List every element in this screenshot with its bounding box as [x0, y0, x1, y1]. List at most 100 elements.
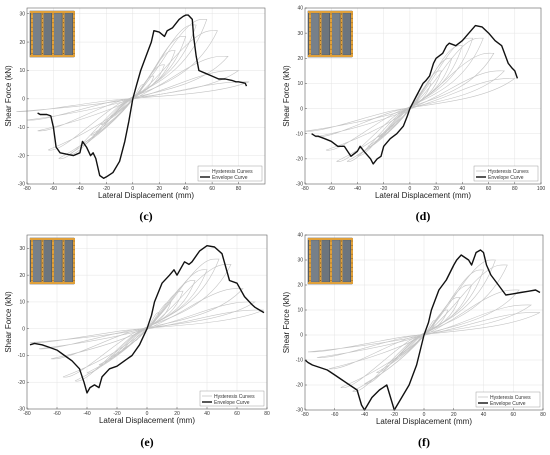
y-tick-label: -20 [18, 380, 25, 386]
specimen-fastener [341, 271, 342, 273]
specimen-thumbnail [29, 237, 75, 285]
chart-panel-c: -80 -60 -40 -20 0 20 40 60 80 -30 -20 -10 0 10 20 30 Lat… [4, 7, 266, 223]
specimen-fastener [31, 26, 33, 28]
hysteresis-curves [307, 259, 541, 392]
specimen-fastener [341, 253, 342, 255]
hysteresis-loop [37, 55, 229, 132]
specimen-fastener [320, 35, 321, 37]
legend-entry: Hysteresis Curves [212, 169, 253, 175]
specimen-bottom-plate [308, 282, 352, 284]
specimen-fastener [330, 44, 332, 46]
specimen-fastener [351, 44, 353, 46]
specimen-stud [330, 11, 332, 57]
x-tick-label: 0 [423, 412, 426, 418]
specimen-fastener [73, 244, 75, 246]
y-axis-title: Shear Force (kN) [4, 291, 13, 353]
y-tick-label: -30 [296, 182, 303, 188]
y-tick-label: 20 [297, 283, 303, 289]
specimen-fastener [309, 17, 311, 19]
x-tick-label: -40 [76, 186, 83, 192]
specimen-fastener [320, 53, 321, 55]
specimen-fastener [42, 17, 43, 19]
specimen-fastener [31, 35, 33, 37]
y-tick-label: 0 [300, 333, 303, 339]
specimen-board [63, 239, 73, 283]
specimen-stud [309, 11, 311, 57]
specimen-fastener [341, 244, 342, 246]
hysteresis-loop [29, 309, 265, 344]
specimen-board [309, 239, 320, 283]
legend-box [473, 165, 539, 182]
y-tick-label: -10 [296, 358, 303, 364]
specimen-fastener [63, 262, 64, 264]
specimen-fastener [351, 262, 353, 264]
specimen-fastener [31, 271, 33, 273]
specimen-fastener [341, 31, 342, 33]
specimen-fastener [309, 44, 311, 46]
specimen-fastener [309, 22, 311, 24]
y-tick-label: -30 [296, 408, 303, 414]
specimen-fastener [320, 240, 321, 242]
x-tick-label: -60 [331, 412, 338, 418]
specimen-fastener [31, 44, 33, 46]
specimen-fastener [73, 22, 75, 24]
specimen-board [341, 12, 351, 56]
specimen-board [320, 12, 330, 56]
specimen-fastener [341, 48, 342, 50]
specimen-fastener [73, 31, 75, 33]
specimen-fastener [31, 280, 33, 282]
x-tick-label: 40 [481, 412, 487, 418]
specimen-fastener [42, 53, 43, 55]
specimen-fastener [42, 13, 43, 15]
specimen-fastener [330, 275, 332, 277]
specimen-stud [62, 11, 65, 57]
specimen-fastener [42, 44, 43, 46]
specimen-stud [309, 238, 311, 284]
specimen-fastener [52, 13, 54, 15]
specimen-board [341, 239, 351, 283]
specimen-fastener [31, 262, 33, 264]
specimen-top-plate [308, 238, 352, 240]
chart-panel-d: -80 -60 -40 -20 0 20 40 60 80 100 -30 -20 -10 0 10 20 30… [282, 6, 545, 223]
specimen-fastener [330, 244, 332, 246]
x-axis-title: Lateral Displacement (mm) [375, 191, 471, 200]
specimen-fastener [52, 26, 54, 28]
specimen-fastener [52, 271, 54, 273]
x-tick-label: -20 [391, 412, 398, 418]
specimen-fastener [42, 240, 43, 242]
specimen-stud [41, 11, 44, 57]
specimen-fastener [52, 262, 54, 264]
specimen-board [31, 239, 42, 283]
specimen-fastener [63, 31, 64, 33]
specimen-fastener [63, 17, 64, 19]
specimen-stud [52, 11, 54, 57]
specimen-fastener [309, 39, 311, 41]
hysteresis-loop [16, 81, 250, 112]
specimen-fastener [73, 17, 75, 19]
specimen-fastener [351, 35, 353, 37]
specimen-fastener [320, 44, 321, 46]
specimen-fastener [309, 262, 311, 264]
specimen-fastener [320, 17, 321, 19]
specimen-fastener [309, 253, 311, 255]
plot-frame [26, 7, 266, 185]
specimen-board [42, 239, 52, 283]
specimen-fastener [309, 53, 311, 55]
specimen-fastener [73, 13, 75, 15]
specimen-thumbnail [29, 10, 75, 58]
specimen-fastener [330, 266, 332, 268]
specimen-fastener [31, 249, 33, 251]
specimen-fastener [330, 280, 332, 282]
specimen-fastener [320, 244, 321, 246]
specimen-fastener [42, 39, 43, 41]
specimen-board [309, 12, 320, 56]
y-tick-label: -20 [296, 157, 303, 163]
specimen-fastener [341, 35, 342, 37]
y-tick-label: 10 [19, 68, 25, 74]
specimen-fastener [42, 266, 43, 268]
envelope-curve [304, 249, 541, 411]
specimen-stud [31, 238, 33, 284]
